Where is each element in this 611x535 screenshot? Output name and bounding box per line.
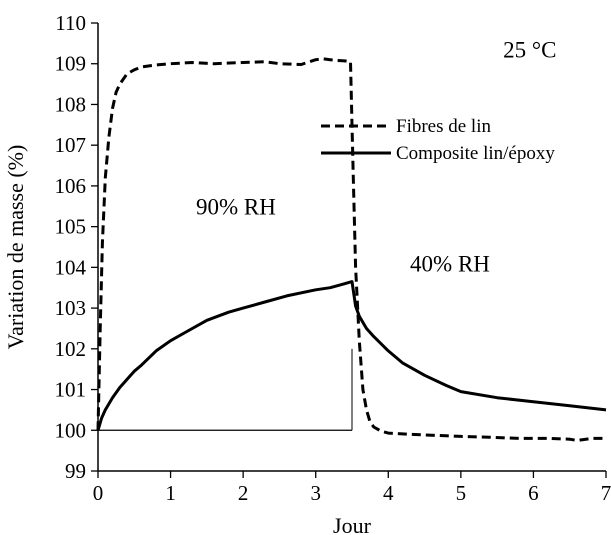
reference-lines (98, 348, 353, 431)
x-tick-label: 4 (383, 481, 394, 505)
series-layer (96, 57, 607, 442)
x-tick-label: 0 (93, 481, 104, 505)
legend: Fibres de lin Composite lin/époxy (321, 116, 555, 164)
axes: 99 100 101 102 103 104 105 106 107 108 109 110 0 1 2 3 4… (55, 11, 611, 505)
y-tick-label: 101 (55, 378, 87, 402)
x-tick-label: 1 (165, 481, 176, 505)
series-line-composite (96, 280, 607, 431)
y-tick-label: 103 (55, 296, 87, 320)
y-tick-label: 99 (65, 459, 86, 483)
legend-label: Composite lin/époxy (396, 143, 555, 164)
x-tick-label: 6 (528, 481, 539, 505)
y-tick-label: 100 (55, 418, 87, 442)
y-tick-label: 110 (55, 11, 86, 35)
y-tick-label: 105 (55, 215, 87, 239)
annotation-label: 90% RH (196, 194, 276, 219)
annotation-label: 25 °C (503, 38, 556, 63)
x-tick-label: 3 (310, 481, 321, 505)
y-axis-label: Variation de masse (%) (3, 145, 28, 350)
y-tick-label: 108 (55, 92, 87, 116)
x-axis-label: Jour (333, 513, 372, 535)
y-tick-label: 104 (55, 255, 87, 279)
y-tick-label: 107 (55, 133, 87, 157)
series-line-fibres-de-lin (96, 57, 606, 442)
y-tick-label: 102 (55, 337, 87, 361)
x-tick-label: 5 (456, 481, 467, 505)
legend-label: Fibres de lin (396, 116, 491, 137)
y-tick-label: 109 (55, 52, 87, 76)
annotation-label: 40% RH (410, 251, 490, 276)
x-tick-label: 2 (238, 481, 249, 505)
x-tick-label: 7 (601, 481, 611, 505)
annotations: 25 °C 90% RH 40% RH (196, 38, 557, 277)
y-tick-label: 106 (55, 174, 87, 198)
